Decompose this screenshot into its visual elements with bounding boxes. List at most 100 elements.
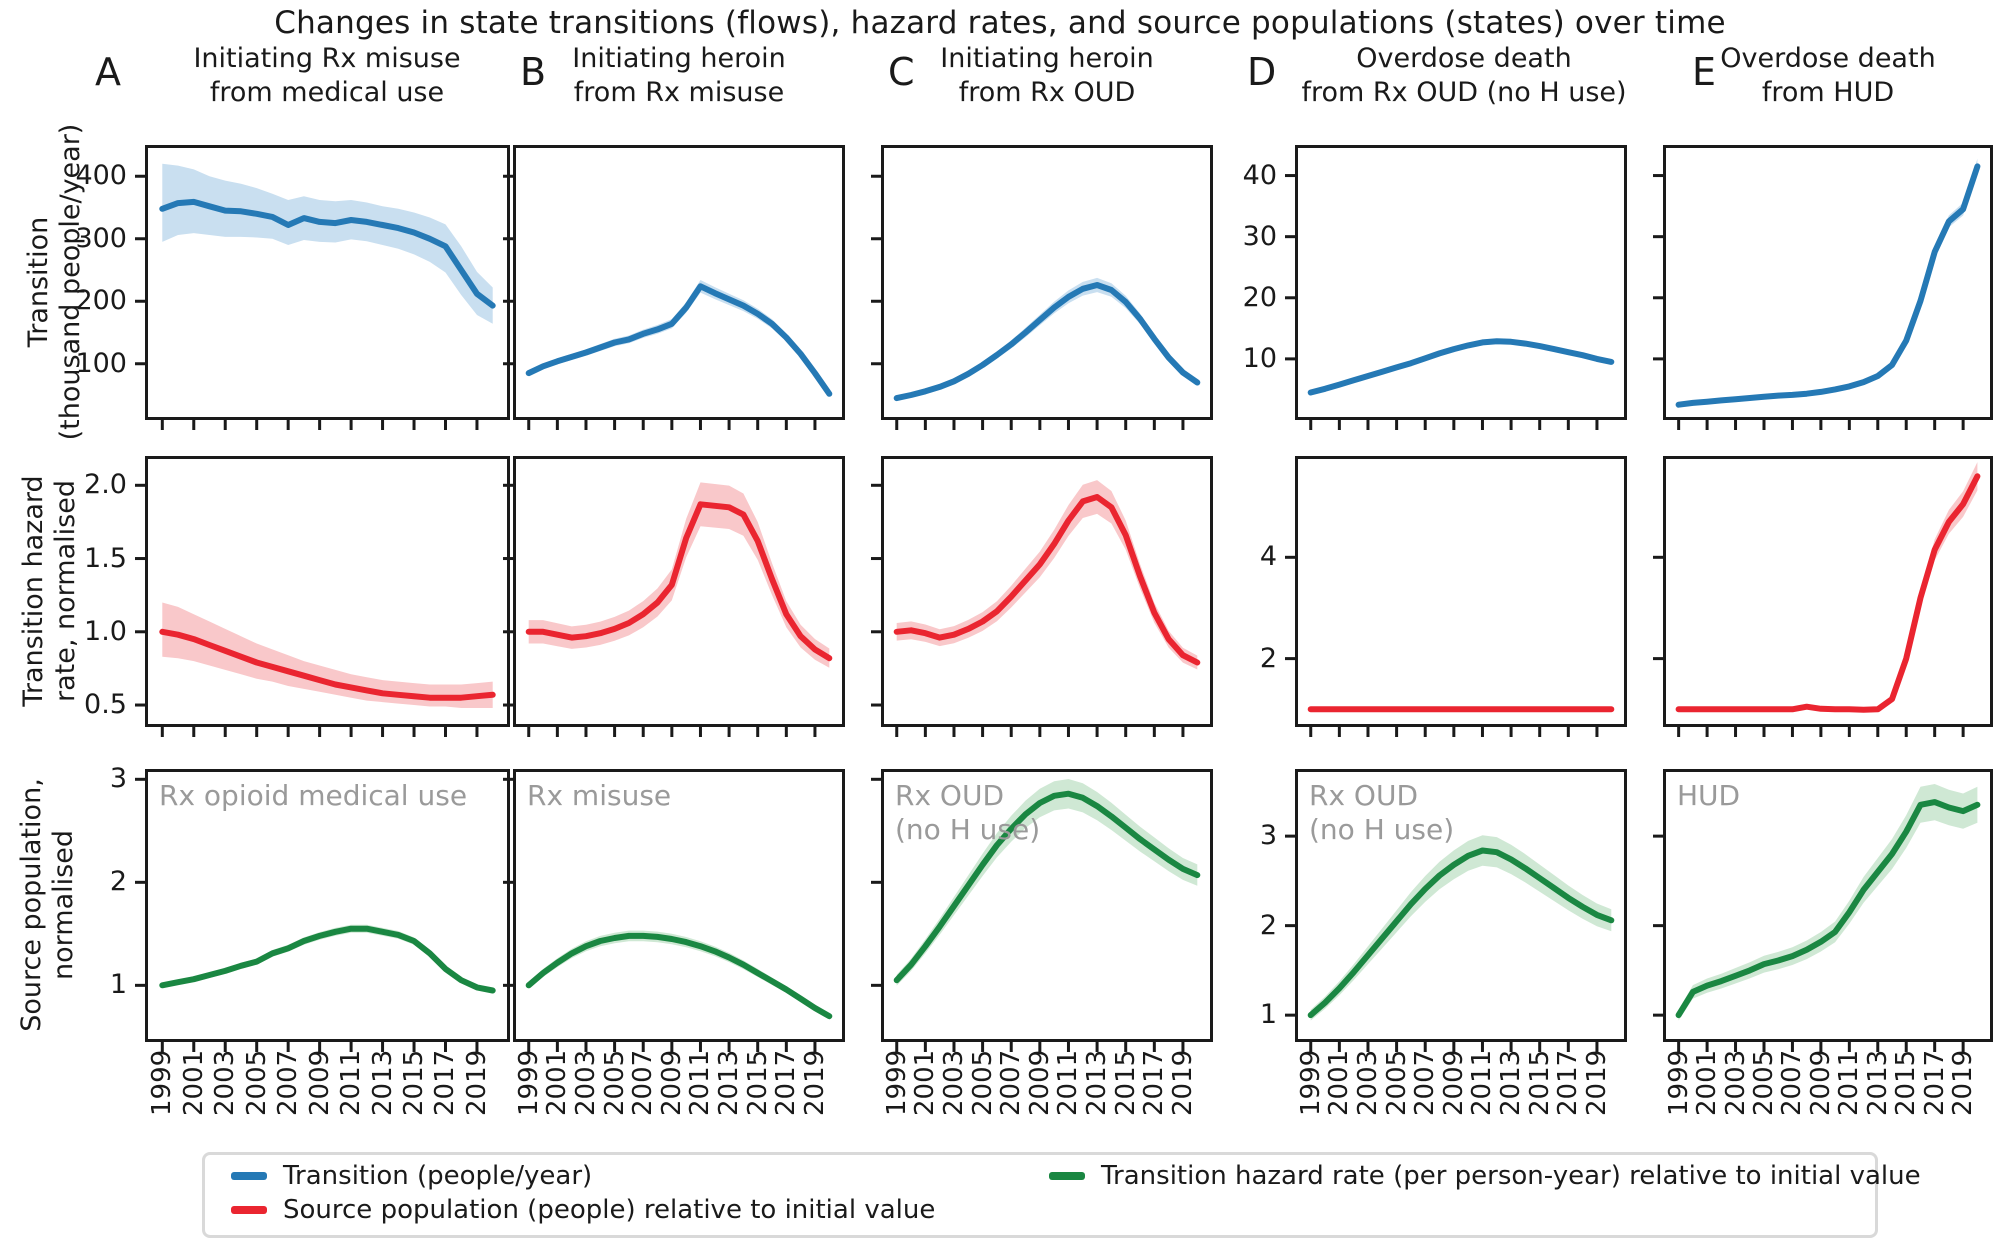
axes-spines-C3: [881, 769, 1213, 1042]
x-tick-label-E: 2005: [1748, 1049, 1779, 1116]
column-title-D: Overdose death from Rx OUD (no H use): [1234, 42, 1694, 110]
legend-label-transition: Transition (people/year): [283, 1161, 593, 1191]
series-line-C2: [893, 494, 1201, 666]
column-title-line: from HUD: [1761, 77, 1895, 108]
legend-swatch-source-population: [231, 1206, 267, 1214]
axes-spines-A1: [145, 145, 510, 420]
x-tick-label-B: 2003: [570, 1049, 601, 1116]
y-tick-label-A3: 2: [109, 866, 127, 898]
axes-spines-E2: [1663, 456, 1993, 727]
x-tick-label-C: 2011: [1053, 1049, 1084, 1116]
y-tick-label-D2: 2: [1259, 642, 1277, 674]
x-tick-label-E: 2013: [1862, 1049, 1893, 1116]
column-title-C: Initiating heroin from Rx OUD: [817, 42, 1277, 110]
axes-spines-E3: [1663, 769, 1993, 1042]
y-tick-label-A1: 400: [75, 160, 127, 192]
confidence-band-C3: [896, 779, 1198, 986]
axes-spines-D2: [1295, 456, 1627, 727]
x-tick-label-C: 2013: [1082, 1049, 1113, 1116]
y-tick-label-D1: 30: [1242, 220, 1277, 252]
legend-label-source-population: Source population (people) relative to i…: [283, 1195, 936, 1225]
x-tick-label-E: 2001: [1692, 1049, 1723, 1116]
x-tick-label-A: 2003: [210, 1049, 241, 1116]
confidence-band-A1: [162, 163, 493, 324]
confidence-band-E1: [1678, 158, 1978, 406]
chart-A2: [135, 456, 510, 737]
x-tick-label-C: 2005: [967, 1049, 998, 1116]
y-tick-label-D1: 40: [1242, 159, 1277, 191]
x-tick-label-D: 2011: [1467, 1049, 1498, 1116]
series-line-E2: [1675, 473, 1981, 713]
state-annotation-B3: Rx misuse: [527, 779, 671, 813]
column-title-B: Initiating heroin from Rx misuse: [449, 42, 909, 110]
figure-title: Changes in state transitions (flows), ha…: [274, 5, 1726, 41]
state-annotation-line: (no H use): [1309, 813, 1455, 846]
panel-letter-B: B: [520, 50, 547, 94]
axes-spines-C2: [881, 456, 1213, 727]
state-annotation-line: Rx OUD: [1309, 779, 1419, 812]
x-tick-label-E: 2019: [1948, 1049, 1979, 1116]
x-tick-label-D: 2001: [1324, 1049, 1355, 1116]
axes-spines-B2: [513, 456, 845, 727]
panel-letter-A: A: [95, 50, 121, 94]
x-tick-label-A: 2005: [241, 1049, 272, 1116]
x-tick-label-D: 2009: [1438, 1049, 1469, 1116]
series-line-E3: [1675, 799, 1981, 1019]
x-tick-label-C: 2015: [1110, 1049, 1141, 1116]
x-tick-label-C: 2017: [1139, 1049, 1170, 1116]
x-tick-label-A: 2011: [336, 1049, 367, 1116]
panel-letter-E: E: [1692, 50, 1717, 94]
x-tick-label-E: 2011: [1834, 1049, 1865, 1116]
x-tick-label-C: 2003: [938, 1049, 969, 1116]
y-tick-label-A1: 200: [75, 285, 127, 317]
panel-letter-C: C: [888, 50, 915, 94]
y-tick-label-D3: 2: [1259, 909, 1277, 941]
x-tick-label-B: 1999: [513, 1049, 544, 1116]
chart-B2: [503, 456, 845, 737]
axes-spines-A2: [145, 456, 510, 727]
axes-spines-C1: [881, 145, 1213, 420]
chart-D2: [1285, 456, 1627, 737]
axes-spines-B3: [513, 769, 845, 1042]
x-tick-label-D: 2017: [1553, 1049, 1584, 1116]
x-tick-label-C: 2019: [1167, 1049, 1198, 1116]
chart-E2: [1653, 456, 1993, 737]
chart-C1: [871, 145, 1213, 430]
chart-E3: [1653, 769, 1993, 1052]
series-line-D1: [1307, 338, 1615, 396]
chart-A1: [135, 145, 510, 430]
x-tick-label-E: 2015: [1891, 1049, 1922, 1116]
x-tick-label-C: 2007: [996, 1049, 1027, 1116]
x-tick-label-A: 2007: [273, 1049, 304, 1116]
state-annotation-line: (no H use): [895, 813, 1041, 846]
series-line-C1: [893, 282, 1201, 402]
state-annotation-E3: HUD: [1677, 779, 1740, 813]
y-tick-label-A2: 1.0: [84, 615, 127, 647]
x-tick-label-A: 2013: [367, 1049, 398, 1116]
column-title-line: Overdose death: [1720, 43, 1936, 74]
column-title-line: Initiating heroin: [940, 43, 1154, 74]
state-annotation-D3: Rx OUD (no H use): [1309, 779, 1454, 847]
x-tick-label-D: 1999: [1295, 1049, 1326, 1116]
axes-spines-D1: [1295, 145, 1627, 420]
chart-D1: [1285, 145, 1627, 430]
chart-D3: [1285, 769, 1627, 1052]
x-tick-label-C: 2001: [910, 1049, 941, 1116]
y-tick-label-A3: 1: [109, 969, 127, 1001]
axes-spines-E1: [1663, 145, 1993, 420]
confidence-band-E3: [1678, 784, 1978, 1021]
x-tick-label-D: 2013: [1496, 1049, 1527, 1116]
x-tick-label-E: 2009: [1805, 1049, 1836, 1116]
y-tick-label-D1: 20: [1242, 281, 1277, 313]
column-title-E: Overdose death from HUD: [1598, 42, 2000, 110]
x-tick-label-A: 1999: [147, 1049, 178, 1116]
chart-B3: [503, 769, 845, 1052]
x-tick-label-B: 2017: [771, 1049, 802, 1116]
y-tick-label-D3: 3: [1259, 820, 1277, 852]
x-tick-label-D: 2015: [1524, 1049, 1555, 1116]
legend-label-hazard-rate: Transition hazard rate (per person-year)…: [1101, 1161, 1921, 1191]
x-tick-label-D: 2007: [1410, 1049, 1441, 1116]
axes-spines-D3: [1295, 769, 1627, 1042]
x-tick-label-A: 2001: [178, 1049, 209, 1116]
y-tick-label-A2: 0.5: [84, 689, 127, 721]
